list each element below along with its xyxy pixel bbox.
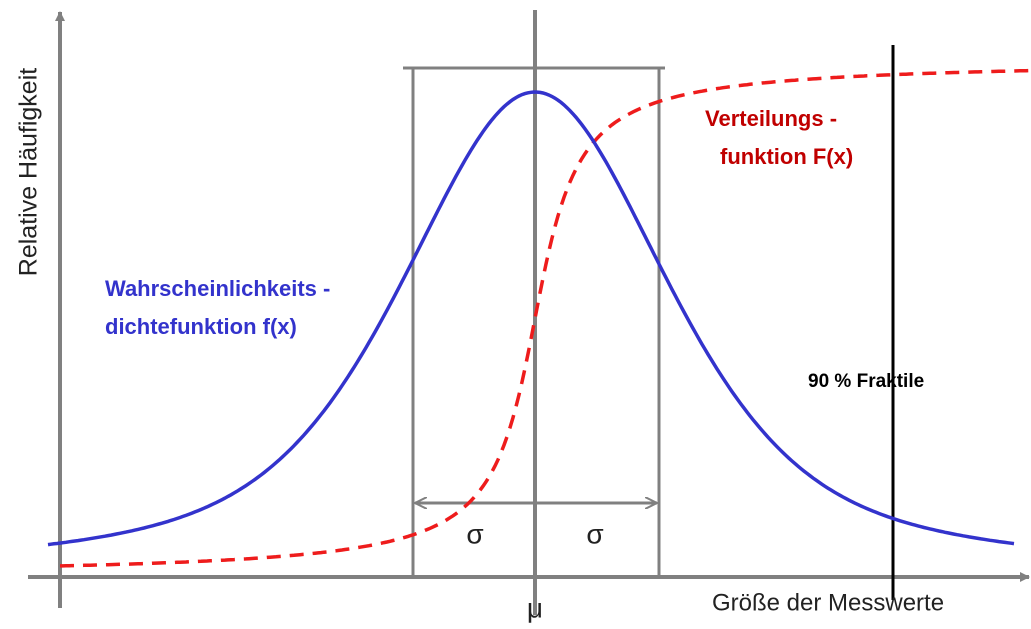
quantile-label: 90 % Fraktile (808, 371, 924, 392)
density-label: dichtefunktion f(x) (105, 314, 297, 339)
sigma-label: σ (586, 518, 603, 549)
density-label: Wahrscheinlichkeits - (105, 276, 330, 301)
mean-label: μ (527, 592, 543, 623)
distribution-label: funktion F(x) (720, 144, 853, 169)
distribution-curve (60, 68, 1030, 568)
x-axis-label: Größe der Messwerte (712, 589, 944, 616)
y-axis-label: Relative Häufigkeit (15, 68, 43, 276)
sigma-label: σ (466, 518, 483, 549)
density-curve (47, 90, 1015, 547)
distribution-label: Verteilungs - (705, 106, 837, 131)
